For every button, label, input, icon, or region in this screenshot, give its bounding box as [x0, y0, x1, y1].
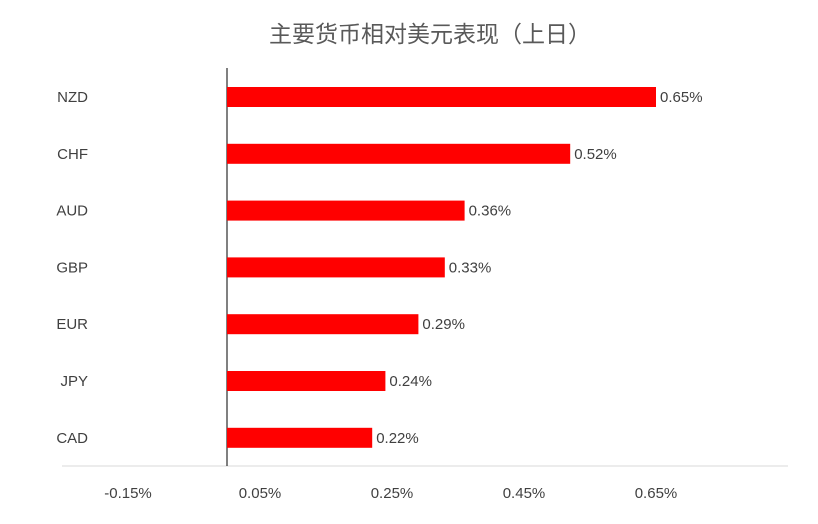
- data-label: 0.33%: [449, 259, 492, 276]
- bar: [227, 257, 445, 278]
- bar: [227, 427, 373, 448]
- category-label: JPY: [60, 373, 88, 390]
- x-tick-label: 0.45%: [503, 485, 546, 502]
- category-label: NZD: [57, 89, 88, 106]
- bar: [227, 87, 656, 107]
- data-label: 0.29%: [422, 316, 465, 333]
- data-label: 0.65%: [660, 89, 703, 106]
- category-label: AUD: [56, 203, 88, 220]
- chart-title: 主要货币相对美元表现（上日）: [269, 22, 591, 48]
- bar: [227, 200, 465, 221]
- category-label: CAD: [56, 430, 88, 447]
- data-label: 0.22%: [376, 430, 419, 447]
- bar: [227, 371, 386, 391]
- bar: [227, 314, 419, 335]
- category-label: CHF: [57, 146, 88, 163]
- data-label: 0.24%: [389, 373, 432, 390]
- x-tick-label: 0.65%: [635, 485, 678, 502]
- bar: [227, 143, 571, 164]
- x-tick-label: 0.05%: [239, 485, 282, 502]
- category-label: EUR: [56, 316, 88, 333]
- category-label: GBP: [56, 259, 88, 276]
- plot-area: NZD 0.65% CHF 0.52% AUD 0.36% GBP 0.33% EUR 0.29%…: [56, 68, 788, 502]
- data-label: 0.52%: [574, 146, 617, 163]
- data-label: 0.36%: [469, 203, 512, 220]
- x-tick-label: -0.15%: [104, 485, 152, 502]
- x-tick-label: 0.25%: [371, 485, 414, 502]
